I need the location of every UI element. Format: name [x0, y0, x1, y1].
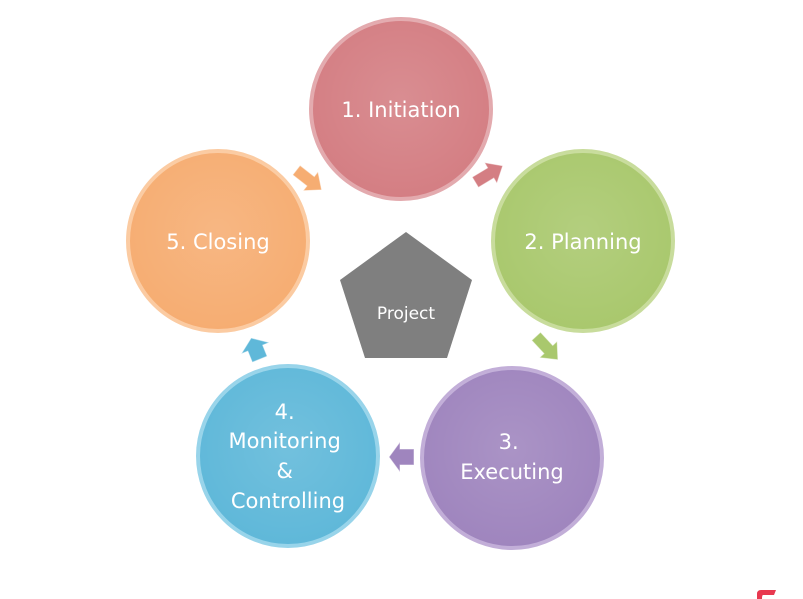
phase-node-executing: 3. Executing [420, 366, 604, 550]
phase-line: & [276, 459, 292, 483]
circle-shine [493, 151, 673, 331]
right-arrow-icon [530, 331, 559, 361]
phase-label-initiation: 1. Initiation [341, 98, 460, 122]
circle-shine [128, 151, 308, 331]
left-arrow-icon [388, 440, 415, 474]
arrow-planning-to-executing [530, 331, 559, 361]
center-label: Project [377, 304, 435, 324]
circle-shine [311, 19, 491, 199]
phase-node-initiation: 1. Initiation [309, 17, 493, 201]
phase-node-closing: 5. Closing [126, 149, 310, 333]
phase-label-planning: 2. Planning [524, 230, 641, 254]
project-pentagon [340, 232, 472, 358]
phase-line: Monitoring [229, 429, 341, 453]
up-arrow-icon [240, 337, 271, 363]
phase-line: 3. [499, 430, 519, 454]
arrow-monitoring-to-closing [240, 337, 271, 363]
phase-node-monitoring: 4. Monitoring & Controlling [196, 364, 380, 548]
phase-line: Executing [460, 460, 564, 484]
right-arrow-icon [471, 162, 504, 189]
center-node: Project [340, 232, 472, 358]
right-arrow-icon [291, 164, 323, 192]
phase-label-closing: 5. Closing [166, 230, 269, 254]
arrow-closing-to-initiation [291, 164, 323, 192]
circle-shine [422, 368, 602, 548]
arrow-initiation-to-planning [471, 162, 504, 189]
arrow-executing-to-monitoring [388, 440, 415, 474]
logo-fragment-icon [757, 590, 776, 599]
phase-line: Controlling [231, 489, 345, 513]
phase-label-monitoring: 4. Monitoring & Controlling [229, 400, 348, 513]
circle-shine [198, 366, 378, 546]
phase-line: 4. [275, 400, 295, 424]
phase-node-planning: 2. Planning [491, 149, 675, 333]
phase-label-executing: 3. Executing [460, 430, 564, 484]
